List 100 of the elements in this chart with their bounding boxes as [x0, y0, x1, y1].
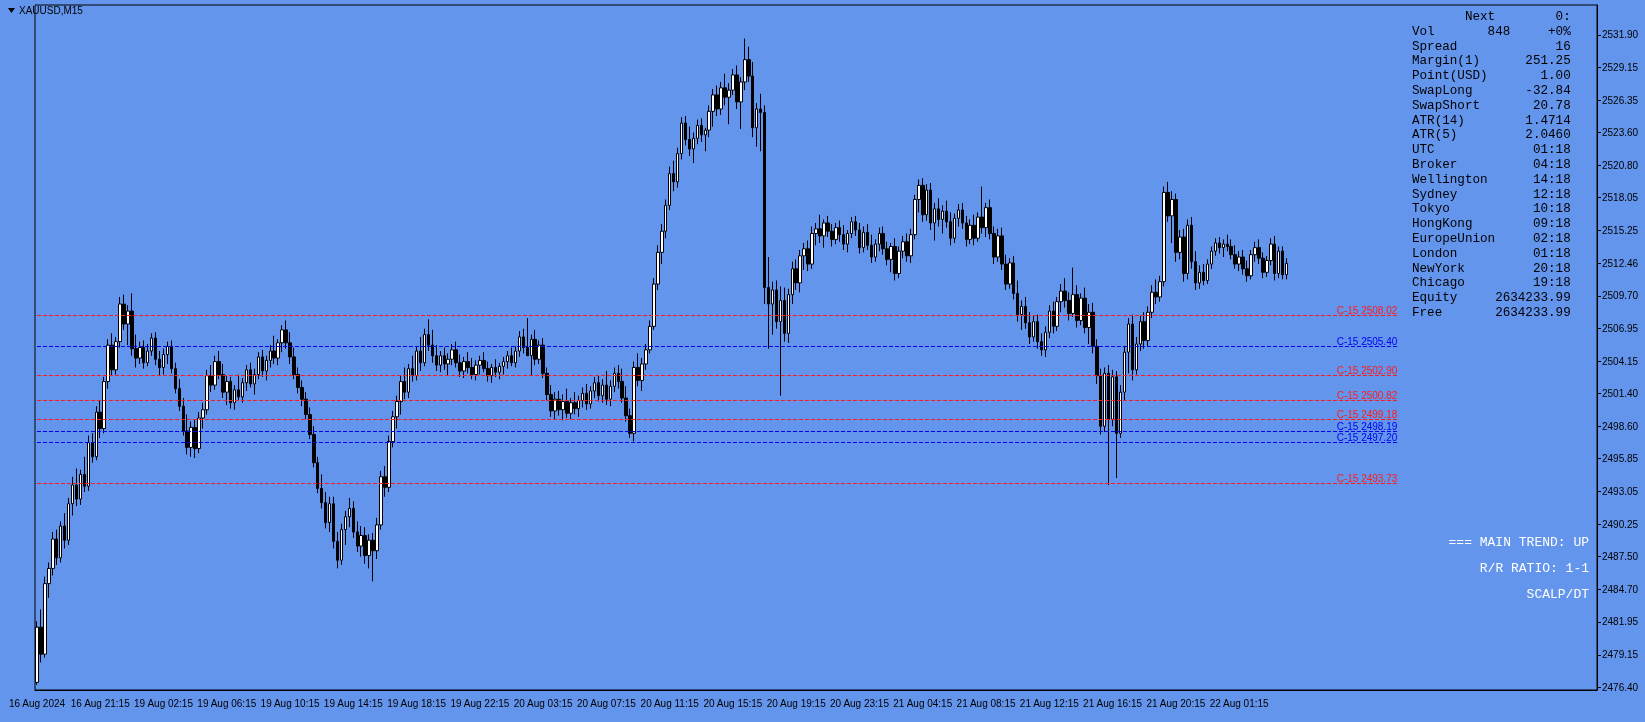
- y-tick-label: 2490.25: [1602, 518, 1639, 530]
- candlestick: [581, 386, 584, 408]
- ref-line-label: C-15 2499.18: [1336, 408, 1398, 420]
- candlestick: [1273, 235, 1276, 282]
- x-tick-label: 19 Aug 10:15: [260, 697, 320, 709]
- candlestick: [363, 526, 367, 565]
- y-tick-label: 2484.70: [1602, 584, 1639, 596]
- candlestick: [921, 177, 925, 223]
- annotation: HongKong 09:18: [1412, 217, 1571, 232]
- candlestick: [490, 363, 493, 384]
- candlestick: [1218, 236, 1221, 254]
- x-tick-label: 20 Aug 07:15: [576, 697, 637, 709]
- candlestick: [1281, 245, 1284, 280]
- candlestick: [87, 435, 90, 492]
- candlestick: [272, 335, 276, 365]
- x-tick-label: 20 Aug 11:15: [640, 697, 700, 709]
- x-tick-label: 19 Aug 06:15: [197, 697, 257, 709]
- candlestick: [968, 218, 972, 245]
- x-tick-label: 20 Aug 23:15: [830, 697, 890, 709]
- annotation: SwapLong -32.84: [1412, 83, 1571, 99]
- annotation: Margin(1) 251.25: [1412, 54, 1571, 70]
- annotation: Chicago 19:18: [1412, 276, 1571, 292]
- candlestick: [597, 375, 600, 403]
- annotation: Wellington 14:18: [1412, 172, 1571, 188]
- candlestick: [474, 359, 478, 381]
- candlestick: [972, 214, 976, 246]
- candlestick: [443, 347, 446, 371]
- x-tick-label: 19 Aug 22:15: [450, 697, 510, 709]
- x-tick-label: 16 Aug 21:15: [70, 697, 131, 709]
- candlestick: [842, 224, 845, 251]
- y-tick-label: 2515.25: [1602, 225, 1639, 237]
- annotation: Spread 16: [1412, 39, 1571, 55]
- x-tick-label: 19 Aug 02:15: [134, 697, 194, 709]
- candlestick: [557, 390, 561, 417]
- candlestick: [605, 370, 608, 406]
- x-tick-label: 19 Aug 14:15: [323, 697, 384, 709]
- ref-line-label: C-15 2500.82: [1336, 389, 1398, 401]
- ref-line-label: C-15 2508.02: [1336, 305, 1398, 317]
- y-tick-label: 2523.60: [1602, 126, 1639, 138]
- y-tick-label: 2512.46: [1602, 257, 1639, 269]
- y-tick-label: 2506.95: [1602, 322, 1639, 334]
- candlestick: [510, 347, 513, 367]
- y-tick-label: 2498.60: [1602, 420, 1639, 432]
- candlestick: [893, 237, 897, 282]
- annotation: ATR(5) 2.0460: [1412, 128, 1571, 144]
- candlestick: [95, 405, 98, 461]
- candlestick: [834, 222, 838, 245]
- x-tick-label: 19 Aug 18:15: [387, 697, 447, 709]
- y-tick-label: 2493.05: [1602, 485, 1639, 497]
- candlestick: [1222, 238, 1225, 258]
- y-tick-label: 2501.40: [1602, 387, 1639, 399]
- annotation: Broker 04:18: [1412, 157, 1571, 173]
- x-tick-label: 21 Aug 08:15: [956, 697, 1016, 709]
- annotation: EuropeUnion 02:18: [1412, 231, 1571, 247]
- candlestick: [462, 356, 466, 379]
- y-tick-label: 2487.50: [1602, 551, 1639, 563]
- candlestick: [905, 233, 909, 263]
- candlestick: [1202, 263, 1205, 286]
- y-tick-label: 2509.70: [1602, 290, 1639, 302]
- annotation: Free 2634233.99: [1412, 305, 1571, 321]
- candlestick: [565, 388, 569, 419]
- x-tick-label: 20 Aug 19:15: [766, 697, 827, 709]
- y-tick-label: 2526.35: [1602, 94, 1639, 106]
- candlestick: [818, 214, 822, 244]
- annotation: NewYork 20:18: [1412, 261, 1571, 277]
- x-tick-label: 20 Aug 15:15: [703, 697, 763, 709]
- annotation: Point(USD) 1.00: [1412, 69, 1571, 84]
- candlestick: [478, 355, 482, 376]
- annotation: SCALP/DT: [1525, 586, 1589, 604]
- annotation: SwapShort 20.78: [1412, 98, 1571, 114]
- candlestick: [1186, 218, 1189, 280]
- ref-line-label: C-15 2502.90: [1336, 365, 1398, 377]
- candlestick: [1052, 301, 1055, 334]
- candlestick: [779, 285, 782, 397]
- candlestick: [810, 225, 814, 270]
- x-tick-label: 16 Aug 2024: [8, 697, 66, 709]
- x-tick-label: 21 Aug 04:15: [893, 697, 953, 709]
- x-tick-label: 21 Aug 20:15: [1146, 697, 1206, 709]
- annotation: Equity 2634233.99: [1412, 291, 1571, 306]
- x-tick-label: 21 Aug 16:15: [1083, 697, 1143, 709]
- candlestick: [862, 225, 865, 253]
- ref-line-label: C-15 2493.73: [1336, 472, 1398, 484]
- y-tick-label: 2518.05: [1602, 192, 1639, 204]
- annotation: ATR(14) 1.4714: [1412, 113, 1571, 129]
- annotation: Next 0:: [1463, 10, 1571, 25]
- candlestick: [1131, 314, 1134, 381]
- ref-line-label: C-15 2505.40: [1336, 335, 1398, 347]
- annotation: === MAIN TREND: UP: [1448, 534, 1589, 552]
- y-tick-label: 2476.40: [1602, 681, 1639, 693]
- ref-line-label: C-15 2498.19: [1336, 420, 1398, 432]
- candlestick: [213, 355, 217, 391]
- candlestick: [577, 395, 580, 418]
- y-tick-label: 2531.90: [1602, 29, 1639, 41]
- x-tick-label: 20 Aug 03:15: [513, 697, 574, 709]
- y-tick-label: 2495.85: [1602, 453, 1639, 465]
- candlestick: [142, 339, 145, 370]
- annotation: UTC 01:18: [1412, 143, 1571, 158]
- x-tick-label: 22 Aug 01:15: [1209, 697, 1270, 709]
- y-tick-label: 2479.15: [1602, 649, 1639, 661]
- annotation: R/R RATIO: 1-1: [1478, 560, 1589, 578]
